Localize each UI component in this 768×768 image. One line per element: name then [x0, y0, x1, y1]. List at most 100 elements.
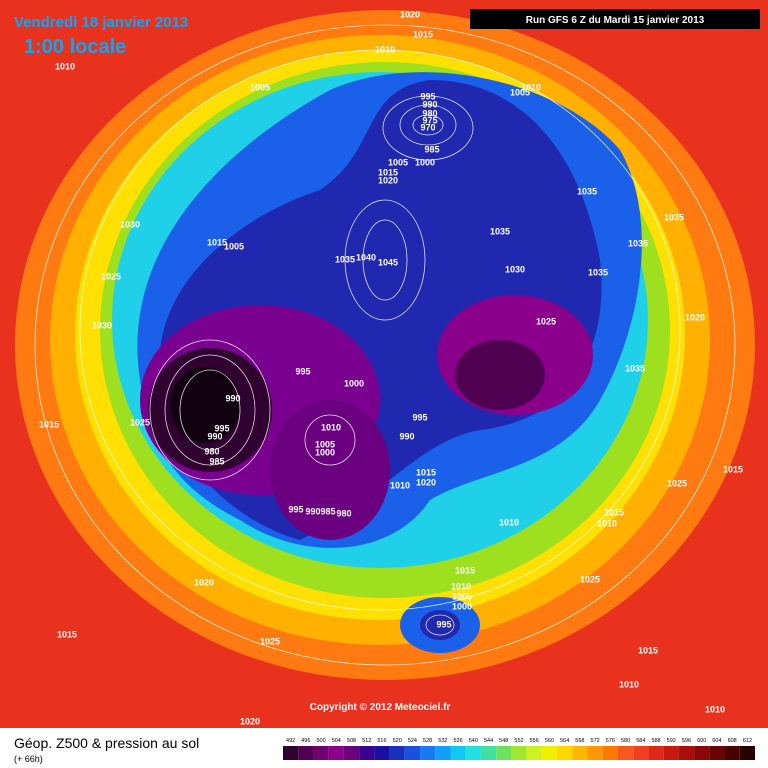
- scale-swatch: [374, 746, 390, 760]
- pressure-label: 1035: [664, 212, 684, 222]
- scale-swatch: [739, 746, 755, 760]
- scale-label: 544: [484, 738, 493, 744]
- pressure-label: 1015: [378, 167, 398, 177]
- pressure-label: 1010: [321, 422, 341, 432]
- scale-swatch: [313, 746, 329, 760]
- pressure-label: 1010: [375, 44, 395, 54]
- scale-label: 612: [743, 738, 752, 744]
- scale-swatch: [694, 746, 710, 760]
- scale-label: 504: [332, 738, 341, 744]
- scale-label: 580: [621, 738, 630, 744]
- scale-swatch: [359, 746, 375, 760]
- scale-label: 604: [712, 738, 721, 744]
- pressure-label: 1010: [55, 61, 75, 71]
- scale-swatch: [435, 746, 451, 760]
- pressure-label: 980: [336, 508, 351, 518]
- scale-label: 508: [347, 738, 356, 744]
- pressure-label: 1015: [207, 237, 227, 247]
- time: 1:00 locale: [24, 36, 126, 58]
- run: Run GFS 6 Z du Mardi 15 janvier 2013: [526, 15, 705, 26]
- scale-label: 588: [651, 738, 660, 744]
- pressure-label: 970: [420, 122, 435, 132]
- scale-label: 496: [301, 738, 310, 744]
- pressure-label: 1010: [619, 679, 639, 689]
- pressure-label: 995: [412, 412, 427, 422]
- pressure-label: 1005: [388, 157, 408, 167]
- scale-swatch: [283, 746, 299, 760]
- scale-label: 576: [606, 738, 615, 744]
- scale-swatch: [587, 746, 603, 760]
- pressure-label: 975: [422, 115, 437, 125]
- pressure-label: 980: [422, 108, 437, 118]
- pressure-label: 1000: [344, 378, 364, 388]
- pressure-label: 1015: [413, 29, 433, 39]
- scale-label: 520: [393, 738, 402, 744]
- pressure-label: 1000: [315, 447, 335, 457]
- pressure-label: 1005: [250, 82, 270, 92]
- pressure-label: 1035: [628, 238, 648, 248]
- pressure-label: 1015: [604, 507, 624, 517]
- pressure-label: 1025: [580, 574, 600, 584]
- pressure-label: 1020: [685, 312, 705, 322]
- pressure-label: 1025: [101, 271, 121, 281]
- scale-swatch: [480, 746, 497, 760]
- scale-swatch: [633, 746, 649, 760]
- pressure-label: 1030: [120, 219, 140, 229]
- pressure-label: 980: [204, 446, 219, 456]
- pressure-label: 1025: [130, 417, 150, 427]
- pressure-label: 990: [207, 431, 222, 441]
- pressure-label: 995: [295, 366, 310, 376]
- scale-label: 512: [362, 738, 371, 744]
- pressure-label: 1005: [452, 591, 472, 601]
- pressure-label: 1015: [638, 645, 658, 655]
- pressure-label: 1015: [39, 419, 59, 429]
- copyright: Copyright © 2012 Meteociel.fr: [310, 702, 451, 713]
- scale-swatch: [617, 746, 634, 760]
- scale-swatch: [496, 746, 512, 760]
- pressure-label: 1035: [625, 363, 645, 373]
- scale-swatch: [389, 746, 405, 760]
- map-background: [0, 0, 768, 728]
- scale-swatch: [648, 746, 664, 760]
- pressure-label: 1020: [194, 577, 214, 587]
- scale-label: 540: [469, 738, 478, 744]
- pressure-label: 1000: [452, 601, 472, 611]
- scale-swatch: [602, 746, 618, 760]
- footer-lead: (+ 66h): [14, 754, 43, 764]
- pressure-label: 1020: [240, 716, 260, 726]
- scale-label: 556: [530, 738, 539, 744]
- scale-label: 592: [667, 738, 676, 744]
- pressure-label: 1035: [577, 186, 597, 196]
- pressure-label: 995: [420, 91, 435, 101]
- scale-swatch: [343, 746, 360, 760]
- scale-label: 532: [438, 738, 447, 744]
- pressure-label: 990: [399, 431, 414, 441]
- scale-swatch: [709, 746, 725, 760]
- pressure-label: 1005: [315, 439, 335, 449]
- scale-label: 600: [697, 738, 706, 744]
- pressure-label: 985: [209, 456, 224, 466]
- footer-title: Géop. Z500 & pression au sol: [14, 735, 199, 751]
- scale-label: 492: [286, 738, 295, 744]
- pressure-label: 1005: [224, 241, 244, 251]
- scale-label: 552: [514, 738, 523, 744]
- pressure-label: 985: [320, 506, 335, 516]
- scale-label: 572: [591, 738, 600, 744]
- pressure-label: 1000: [415, 157, 435, 167]
- pressure-label: 995: [288, 504, 303, 514]
- pressure-label: 1010: [390, 480, 410, 490]
- scale-label: 608: [728, 738, 737, 744]
- scale-swatch: [404, 746, 421, 760]
- pressure-label: 1010: [597, 518, 617, 528]
- pressure-label: 1020: [378, 175, 398, 185]
- scale-swatch: [450, 746, 466, 760]
- scale-label: 564: [560, 738, 569, 744]
- pressure-label: 990: [225, 393, 240, 403]
- scale-swatch: [663, 746, 679, 760]
- scale-swatch: [465, 746, 481, 760]
- date: Vendredi 18 janvier 2013: [14, 14, 188, 31]
- pressure-label: 1020: [416, 477, 436, 487]
- pressure-label: 1020: [400, 9, 420, 19]
